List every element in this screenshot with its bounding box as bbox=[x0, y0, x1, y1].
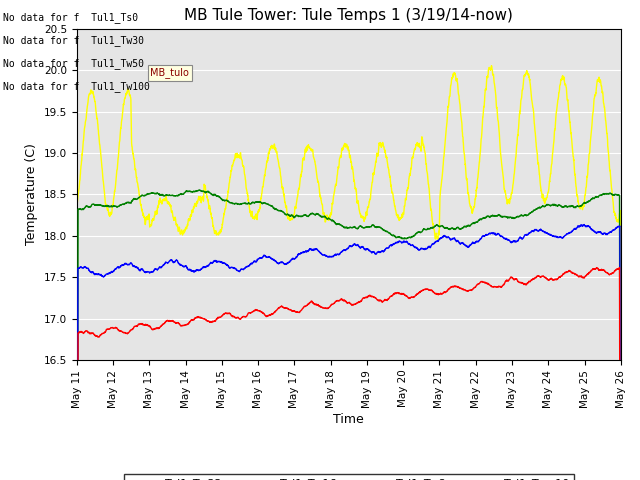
Text: MB_tulo: MB_tulo bbox=[150, 67, 189, 78]
Text: No data for f  Tul1_Ts0: No data for f Tul1_Ts0 bbox=[3, 12, 138, 23]
Text: No data for f  Tul1_Tw30: No data for f Tul1_Tw30 bbox=[3, 35, 144, 46]
Title: MB Tule Tower: Tule Temps 1 (3/19/14-now): MB Tule Tower: Tule Temps 1 (3/19/14-now… bbox=[184, 9, 513, 24]
X-axis label: Time: Time bbox=[333, 413, 364, 426]
Text: No data for f  Tul1_Tw100: No data for f Tul1_Tw100 bbox=[3, 81, 150, 92]
Legend: Tul1_Ts-32, Tul1_Ts-16, Tul1_Ts-8, Tul1_Tw+10: Tul1_Ts-32, Tul1_Ts-16, Tul1_Ts-8, Tul1_… bbox=[124, 474, 574, 480]
Y-axis label: Temperature (C): Temperature (C) bbox=[25, 144, 38, 245]
Text: No data for f  Tul1_Tw50: No data for f Tul1_Tw50 bbox=[3, 58, 144, 69]
